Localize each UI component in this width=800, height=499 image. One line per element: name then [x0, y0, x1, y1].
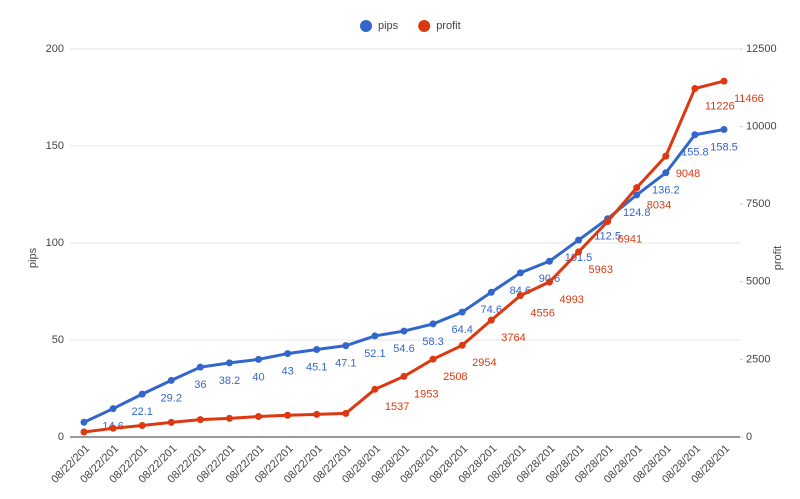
data-point [575, 236, 583, 244]
data-label: 4556 [530, 307, 554, 319]
data-label: 136.2 [652, 185, 680, 197]
data-point [225, 414, 233, 422]
data-point [196, 363, 204, 371]
data-point [371, 385, 379, 393]
data-point [662, 152, 670, 160]
data-point [516, 269, 524, 277]
y2-axis-title: profit [772, 246, 784, 270]
data-point [80, 428, 88, 436]
data-point [487, 316, 495, 324]
data-point [691, 85, 699, 93]
data-point [109, 424, 117, 432]
data-label: 36 [194, 379, 206, 391]
data-point [691, 131, 699, 139]
legend-marker [418, 20, 431, 32]
data-point [458, 308, 466, 316]
data-label: 158.5 [710, 141, 738, 153]
data-point [400, 372, 408, 380]
data-label: 3764 [501, 332, 525, 344]
data-label: 6941 [618, 233, 642, 245]
data-point [255, 413, 263, 421]
data-point [284, 411, 292, 419]
y2-tick-label: 12500 [746, 43, 777, 55]
data-label: 4993 [559, 294, 583, 306]
data-point [109, 405, 117, 413]
data-point [255, 355, 263, 363]
data-label: 11466 [734, 93, 764, 105]
y2-tick-label: 0 [746, 431, 752, 443]
data-label: 58.3 [422, 336, 443, 348]
data-label: 5963 [589, 264, 613, 276]
data-point [313, 410, 321, 418]
data-label: 52.1 [364, 348, 385, 360]
data-label: 2954 [472, 357, 496, 369]
legend-marker [360, 20, 372, 32]
data-point [342, 342, 350, 350]
data-point [400, 327, 408, 335]
legend-label: pips [378, 20, 399, 32]
data-point [80, 418, 88, 426]
y-tick-label: 150 [46, 140, 64, 152]
data-point [516, 292, 524, 300]
data-point [196, 416, 204, 424]
data-point [284, 350, 292, 358]
data-point [545, 278, 553, 286]
data-point [342, 409, 350, 417]
data-point [167, 376, 175, 384]
data-point [138, 390, 146, 398]
data-label: 74.6 [481, 304, 502, 316]
data-point [662, 169, 670, 177]
data-label: 9048 [676, 168, 700, 180]
data-label: 64.4 [451, 324, 472, 336]
y2-tick-label: 5000 [746, 276, 770, 288]
y2-tick-label: 7500 [746, 198, 770, 210]
y-tick-label: 0 [58, 431, 64, 443]
data-label: 1537 [385, 401, 409, 413]
y-axis-title: pips [27, 247, 39, 268]
data-label: 11226 [705, 100, 735, 112]
data-point [633, 184, 641, 192]
data-label: 124.8 [623, 207, 651, 219]
data-label: 155.8 [681, 147, 709, 159]
data-point [458, 341, 466, 349]
data-label: 22.1 [131, 406, 152, 418]
y-tick-label: 100 [46, 237, 64, 249]
data-label: 8034 [647, 200, 671, 212]
data-label: 38.2 [219, 375, 240, 387]
data-point [720, 126, 728, 134]
data-point [138, 422, 146, 430]
y2-tick-label: 2500 [746, 353, 770, 365]
data-point [575, 248, 583, 256]
data-label: 1953 [414, 388, 438, 400]
data-point [167, 418, 175, 426]
data-label: 29.2 [161, 392, 182, 404]
data-label: 40 [252, 371, 264, 383]
data-label: 43 [282, 365, 294, 377]
data-point [604, 218, 612, 226]
y2-tick-label: 10000 [746, 121, 777, 133]
data-point [225, 359, 233, 367]
data-label: 54.6 [393, 343, 414, 355]
data-label: 2508 [443, 371, 467, 383]
data-point [429, 355, 437, 363]
data-point [429, 320, 437, 328]
data-label: 47.1 [335, 358, 356, 370]
y-tick-label: 50 [52, 334, 64, 346]
data-point [720, 77, 728, 85]
y-tick-label: 200 [46, 43, 64, 55]
legend-label: profit [436, 20, 460, 32]
data-label: 45.1 [306, 361, 327, 373]
data-point [487, 288, 495, 296]
data-point [371, 332, 379, 340]
data-point [633, 191, 641, 199]
data-point [545, 257, 553, 265]
data-point [313, 346, 321, 354]
data-label: 112.5 [594, 231, 621, 243]
